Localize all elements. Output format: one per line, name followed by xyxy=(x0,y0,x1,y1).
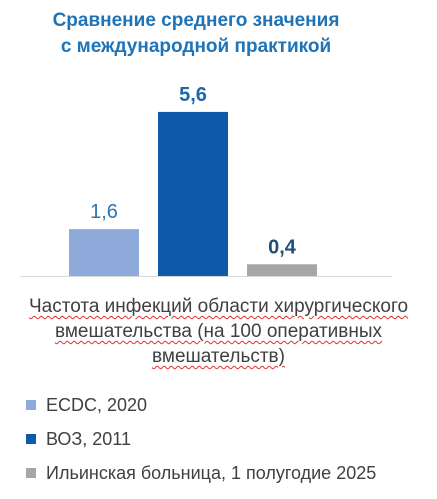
chart-title-line-2: с международной практикой xyxy=(60,36,332,57)
data-label-who: 5,6 xyxy=(179,84,207,106)
legend-swatch-ecdc xyxy=(26,400,36,410)
data-label-ecdc: 1,6 xyxy=(90,201,118,223)
legend-item-who: ВОЗ, 2011 xyxy=(26,422,437,456)
bar-ecdc xyxy=(69,229,139,276)
x-axis-label-line-2: вмешательства (на 100 оперативных xyxy=(54,321,383,342)
legend-label-hospital: Ильинская больница, 1 полугодие 2025 xyxy=(46,462,377,483)
bar-hospital xyxy=(247,264,317,276)
data-label-hospital: 0,4 xyxy=(268,236,297,258)
bar-chart: 1,6 5,6 0,4 xyxy=(20,84,392,277)
legend-item-ecdc: ECDC, 2020 xyxy=(26,388,437,422)
legend-label-who: ВОЗ, 2011 xyxy=(46,428,131,449)
chart-title-line-1: Сравнение среднего значения xyxy=(52,10,340,31)
legend-swatch-hospital xyxy=(26,468,36,478)
legend: ECDC, 2020 ВОЗ, 2011 Ильинская больница,… xyxy=(26,388,437,490)
legend-item-hospital: Ильинская больница, 1 полугодие 2025 xyxy=(26,456,437,490)
legend-label-ecdc: ECDC, 2020 xyxy=(46,394,148,415)
bar-who xyxy=(158,111,228,276)
x-axis-label-line-1: Частота инфекций области хирургического xyxy=(28,296,409,317)
x-axis-label: Частота инфекций области хирургического … xyxy=(0,294,437,369)
x-axis-label-line-3: вмешательств) xyxy=(152,346,285,367)
legend-swatch-who xyxy=(26,434,36,444)
chart-title: Сравнение среднего значения с международ… xyxy=(0,8,392,60)
